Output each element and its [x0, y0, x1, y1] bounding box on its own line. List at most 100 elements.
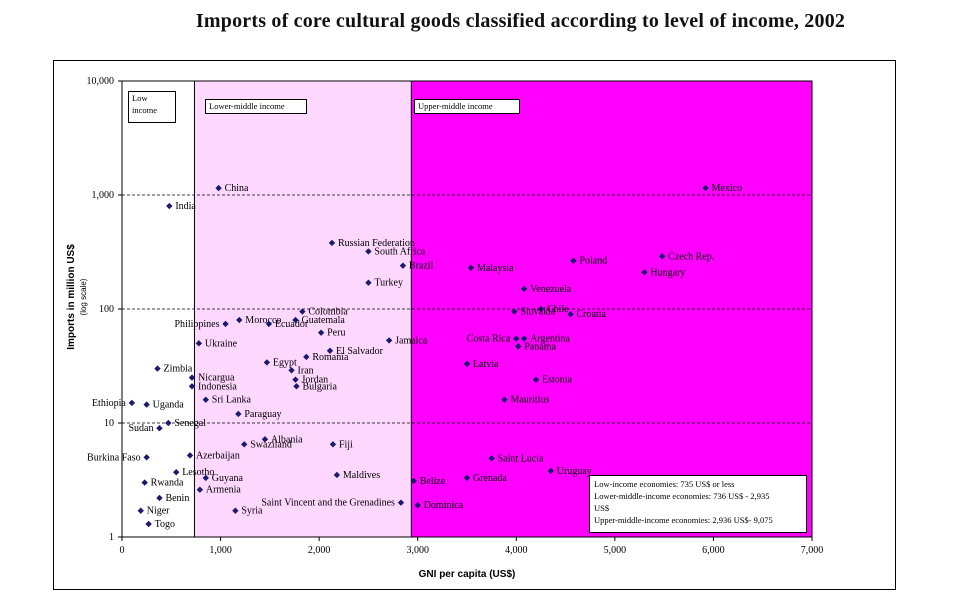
x-tick-label-1: 1,000 [209, 545, 232, 556]
point-label-lesotho: Lesotho [182, 467, 214, 478]
point-saint-lucia [488, 455, 495, 462]
point-label-rwanda: Rwanda [151, 478, 184, 489]
page-title: Imports of core cultural goods classifie… [195, 10, 846, 32]
point-label-hungary: Hungary [650, 267, 685, 278]
point-label-grenada: Grenada [473, 473, 507, 484]
point-label-latvia: Latvia [473, 359, 499, 370]
legend-line-low: Low-income economies: 735 US$ or less [594, 479, 735, 489]
point-label-russian-federation: Russian Federation [338, 238, 415, 249]
point-label-armenia: Armenia [206, 485, 242, 496]
point-label-azerbaijan: Azerbaijan [196, 450, 240, 461]
low-income-label-line2: income [132, 105, 158, 115]
point-label-maldives: Maldives [343, 470, 380, 481]
point-label-el-salvador: El Salvador [336, 346, 384, 357]
point-iran [288, 367, 295, 374]
point-label-costa-rica: Costa Rica [467, 334, 511, 345]
point-armenia [196, 486, 204, 493]
point-morocco [236, 316, 243, 324]
point-label-albania: Albania [271, 434, 303, 445]
point-swaziland [241, 441, 248, 448]
point-label-syria: Syria [241, 506, 263, 517]
point-india [166, 202, 173, 210]
point-ukraine [195, 340, 203, 347]
point-fiji [329, 441, 337, 448]
point-egypt [263, 359, 271, 366]
point-croatia [567, 311, 574, 318]
point-ethiopia [128, 399, 136, 407]
point-label-india: India [175, 201, 196, 212]
point-label-niger: Niger [147, 506, 170, 517]
point-label-mexico: Mexico [712, 183, 743, 194]
point-albania [261, 436, 269, 443]
income-legend: Low-income economies: 735 US$ or less Lo… [589, 475, 807, 533]
point-label-senegal: Senegal [174, 418, 206, 429]
y-tick-label-4: 10,000 [87, 76, 115, 87]
point-latvia [463, 360, 471, 368]
x-tick-label-5: 5,000 [604, 545, 627, 556]
chart-frame: 0 1,000 2,000 3,000 4,000 5,000 6,000 7,000 1 10 1… [53, 60, 896, 590]
point-label-venezuela: Venezuela [530, 284, 572, 295]
point-label-philippines: Philippines [174, 319, 219, 330]
point-label-estonia: Estonia [542, 375, 573, 386]
point-maldives [333, 471, 341, 479]
point-lesotho [173, 469, 180, 476]
y-tick-label-3: 1,000 [92, 190, 115, 201]
point-label-dominica: Dominica [424, 500, 464, 511]
point-bulgaria [293, 383, 300, 390]
x-tick-label-7: 7,000 [801, 545, 824, 556]
x-tick-label-3: 3,000 [406, 545, 429, 556]
point-label-saint-lucia: Saint Lucia [498, 453, 544, 464]
y-axis-title: Imports in million US$ [66, 244, 77, 350]
x-tick-label-2: 2,000 [308, 545, 331, 556]
point-label-panama: Panama [524, 341, 556, 352]
point-czech-rep [658, 253, 666, 260]
scatter-chart: 0 1,000 2,000 3,000 4,000 5,000 6,000 7,000 1 10 1… [66, 76, 824, 580]
point-jamaica [385, 337, 393, 344]
point-peru [317, 329, 325, 336]
point-label-bulgaria: Bulgaria [302, 381, 337, 392]
point-label-benin: Benin [165, 493, 189, 504]
point-chile [537, 305, 545, 313]
point-label-uganda: Uganda [153, 400, 185, 411]
point-label-czech-rep: Czech Rep. [668, 251, 714, 262]
point-label-zimbia: Zimbia [163, 364, 192, 375]
point-label-colombia: Colombia [308, 307, 348, 318]
point-syria [232, 507, 239, 514]
y-tick-label-0: 1 [109, 532, 114, 543]
point-label-belize: Belize [420, 476, 446, 487]
point-label-fiji: Fiji [339, 439, 353, 450]
point-paraguay [235, 410, 242, 418]
point-grenada [463, 474, 471, 482]
point-estonia [532, 376, 540, 383]
point-azerbaijan [186, 452, 194, 459]
point-label-slovakia: Slovakia [520, 307, 556, 318]
point-label-paraguay: Paraguay [244, 409, 281, 420]
y-tick-label-2: 100 [99, 304, 114, 315]
legend-line-lower-middle-cont: US$ [594, 503, 610, 513]
x-tick-label-4: 4,000 [505, 545, 528, 556]
point-saint-vincent-and-the-grenadines [397, 499, 405, 506]
point-label-jamaica: Jamaica [395, 335, 428, 346]
point-label-croatia: Croatia [577, 309, 607, 320]
point-label-romania: Romania [312, 352, 349, 363]
point-label-turkey: Turkey [374, 278, 403, 289]
point-label-jordan: Jordan [301, 375, 328, 386]
point-label-ukraine: Ukraine [205, 338, 238, 349]
point-label-indonesia: Indonesia [198, 381, 237, 392]
income-region-2 [411, 81, 812, 537]
point-belize [410, 477, 417, 485]
legend-line-upper-middle: Upper-middle-income economies: 2,936 US$… [594, 515, 773, 525]
point-label-guatemala: Guatemala [301, 315, 345, 326]
point-burkina-faso [143, 454, 150, 461]
point-guatemala [292, 316, 299, 324]
point-label-ethiopia: Ethiopia [92, 398, 126, 409]
point-rwanda [141, 479, 148, 486]
point-label-brazil: Brazil [409, 261, 434, 272]
point-romania [303, 353, 310, 361]
y-axis-subtitle: (log scale) [79, 278, 88, 315]
point-colombia [299, 308, 306, 315]
point-label-mauritius: Mauritius [510, 395, 549, 406]
point-sudan [156, 425, 163, 432]
point-label-guyana: Guyana [212, 473, 244, 484]
x-tick-label-6: 6,000 [702, 545, 725, 556]
